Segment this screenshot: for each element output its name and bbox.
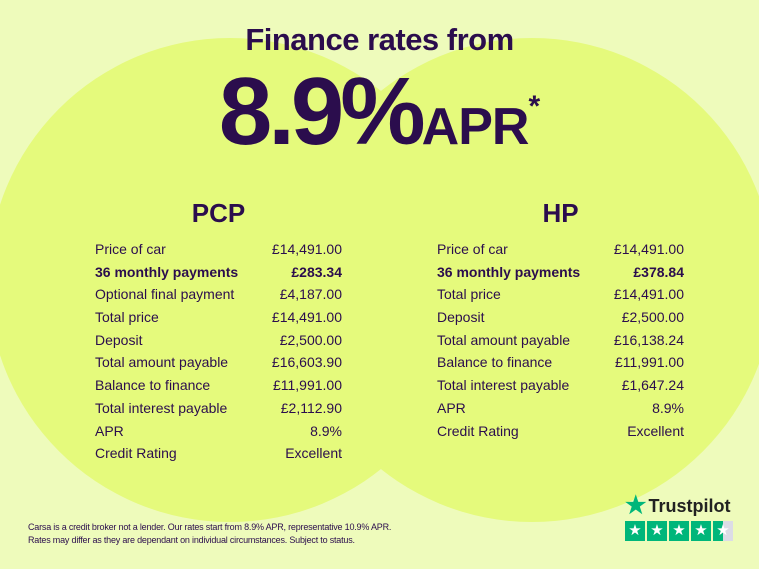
row-label: Total interest payable xyxy=(95,399,228,416)
row-value: £16,603.90 xyxy=(271,354,342,371)
table-row: Total price £14,491.00 xyxy=(437,283,684,306)
trustpilot-label: Trustpilot xyxy=(648,495,731,516)
trustpilot-rating: ★ ★ ★ ★ ★ xyxy=(625,521,733,541)
row-value: £14,491.00 xyxy=(271,309,342,326)
row-label: Optional final payment xyxy=(95,286,235,303)
row-value: £2,112.90 xyxy=(280,399,342,416)
table-row: Credit Rating Excellent xyxy=(437,420,684,443)
table-row: Optional final payment £4,187.00 xyxy=(95,283,342,306)
row-value: £11,991.00 xyxy=(614,354,684,371)
row-value: Excellent xyxy=(627,422,684,439)
table-row: Credit Rating Excellent xyxy=(95,442,342,465)
row-label: Balance to finance xyxy=(95,377,211,394)
rating-star-icon: ★ xyxy=(713,521,733,541)
row-label: Deposit xyxy=(437,309,485,326)
table-row: Total amount payable £16,603.90 xyxy=(95,351,342,374)
row-value: £14,491.00 xyxy=(613,241,684,257)
row-label: Credit Rating xyxy=(95,445,177,462)
table-row: Total price £14,491.00 xyxy=(95,306,342,329)
rate-display: 8.9%APR* xyxy=(0,62,759,162)
table-row: Deposit £2,500.00 xyxy=(437,306,684,329)
pcp-rows: Price of car £14,491.00 36 monthly payment… xyxy=(95,238,342,465)
row-value: £14,491.00 xyxy=(613,286,684,303)
hp-rows: Price of car £14,491.00 36 monthly payment… xyxy=(437,238,684,442)
row-label: Total price xyxy=(95,309,159,326)
table-row: Balance to finance £11,991.00 xyxy=(95,374,342,397)
table-row: Total interest payable £1,647.24 xyxy=(437,374,684,397)
rating-star-icon: ★ xyxy=(669,521,689,541)
table-row: Price of car £14,491.00 xyxy=(437,238,684,261)
rating-star-icon: ★ xyxy=(691,521,711,541)
table-row: APR 8.9% xyxy=(437,397,684,420)
row-value: £16,138.24 xyxy=(613,331,684,348)
row-label: Credit Rating xyxy=(437,422,519,439)
trustpilot-badge[interactable]: ★ Trustpilot ★ ★ ★ ★ ★ xyxy=(625,494,733,541)
pcp-panel: PCP Price of car £14,491.00 36 monthly pay… xyxy=(95,198,342,465)
row-label: APR xyxy=(437,399,466,416)
row-label: Total interest payable xyxy=(437,377,570,394)
row-label: Balance to finance xyxy=(437,354,553,371)
table-row: 36 monthly payments £378.84 xyxy=(437,261,684,284)
row-label: Total amount payable xyxy=(437,331,571,348)
row-value: Excellent xyxy=(285,445,342,462)
rate-value: 8.9% xyxy=(218,58,426,165)
table-row: 36 monthly payments £283.34 xyxy=(95,261,342,284)
table-row: Deposit £2,500.00 xyxy=(95,329,342,352)
hp-title: HP xyxy=(542,198,579,228)
row-value: 8.9% xyxy=(310,422,342,439)
row-label: Price of car xyxy=(437,241,508,257)
table-row: APR 8.9% xyxy=(95,420,342,443)
disclaimer-line-1: Carsa is a credit broker not a lender. O… xyxy=(28,522,392,532)
table-row: Price of car £14,491.00 xyxy=(95,238,342,261)
row-value: £14,491.00 xyxy=(271,241,342,257)
row-value: £378.84 xyxy=(633,263,684,280)
rate-asterisk: * xyxy=(528,90,541,123)
row-value: £2,500.00 xyxy=(621,309,684,326)
hp-panel: HP Price of car £14,491.00 36 monthly paym… xyxy=(437,198,684,442)
disclaimer-line-2: Rates may differ as they are dependant o… xyxy=(28,535,355,545)
row-value: £2,500.00 xyxy=(279,331,342,348)
row-label: 36 monthly payments xyxy=(95,263,239,280)
table-row: Balance to finance £11,991.00 xyxy=(437,351,684,374)
trustpilot-star-icon: ★ xyxy=(625,492,647,519)
row-value: £11,991.00 xyxy=(272,377,342,394)
rate-suffix: APR xyxy=(421,98,530,156)
row-value: £1,647.24 xyxy=(621,377,684,394)
row-label: Deposit xyxy=(95,331,143,348)
rating-star-icon: ★ xyxy=(625,521,645,541)
row-value: £4,187.00 xyxy=(279,286,342,303)
table-row: Total amount payable £16,138.24 xyxy=(437,329,684,352)
headline: Finance rates from xyxy=(245,22,514,57)
row-label: 36 monthly payments xyxy=(437,263,581,280)
row-value: 8.9% xyxy=(652,399,684,416)
disclaimer: Carsa is a credit broker not a lender. O… xyxy=(28,521,391,547)
rating-star-icon: ★ xyxy=(647,521,667,541)
row-label: Total price xyxy=(437,286,501,303)
table-row: Total interest payable £2,112.90 xyxy=(95,397,342,420)
pcp-title: PCP xyxy=(191,198,246,228)
row-label: Price of car xyxy=(95,241,166,257)
row-label: Total amount payable xyxy=(95,354,229,371)
background-circle-right xyxy=(290,38,759,522)
row-value: £283.34 xyxy=(291,263,342,280)
row-label: APR xyxy=(95,422,124,439)
